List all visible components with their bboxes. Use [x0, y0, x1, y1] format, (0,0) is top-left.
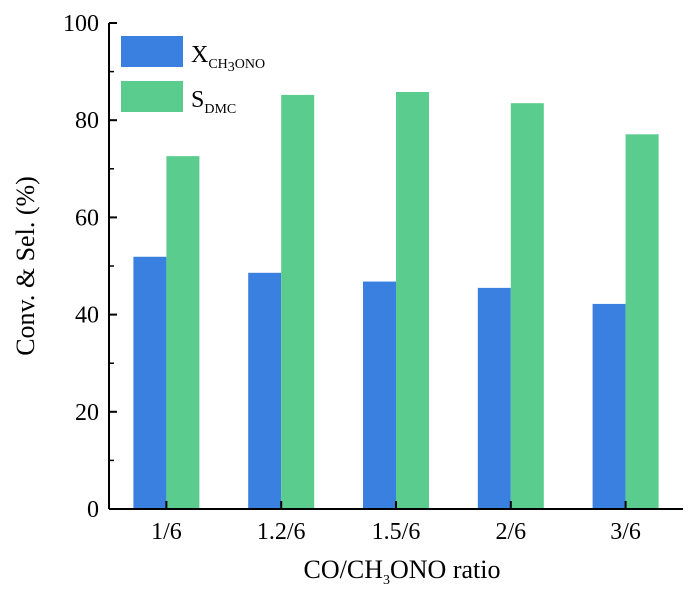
y-tick-label: 80	[75, 108, 99, 134]
bar-s-4	[625, 134, 659, 509]
x-tick-label: 1/6	[151, 519, 182, 545]
legend-label-x: XCH3ONO	[191, 42, 265, 75]
x-tick-label: 3/6	[610, 519, 641, 545]
y-tick-label: 40	[75, 303, 99, 329]
y-tick-label: 100	[63, 11, 99, 37]
bars-layer	[133, 92, 659, 510]
ticks-layer: 1/6 1.2/6 1.5/6 2/6 3/6 0 20 40 60 80 100	[63, 11, 641, 545]
x-axis-title-post: ONO ratio	[390, 555, 500, 584]
y-axis-title: Conv. & Sel. (%)	[11, 176, 40, 356]
bar-s-3	[510, 103, 544, 509]
bar-s-0	[166, 156, 200, 509]
x-tick-label: 1.2/6	[257, 519, 306, 545]
bar-s-1	[281, 94, 315, 509]
legend-label-s: SDMC	[191, 87, 236, 117]
y-tick-label: 0	[87, 497, 99, 523]
bar-x-0	[133, 256, 167, 509]
legend: XCH3ONO SDMC	[121, 36, 265, 117]
y-tick-label: 60	[75, 205, 99, 231]
bar-s-2	[396, 92, 429, 510]
legend-swatch-x	[121, 36, 183, 67]
bar-x-4	[592, 303, 626, 509]
x-tick-label: 1.5/6	[372, 519, 421, 545]
x-tick-label: 2/6	[495, 519, 526, 545]
x-axis-title-pre: CO/CH	[304, 555, 384, 584]
legend-swatch-s	[121, 81, 183, 112]
x-axis-title-sub: 3	[383, 573, 390, 585]
x-axis-title: CO/CH3ONO ratio	[304, 555, 501, 585]
y-tick-label: 20	[75, 400, 99, 426]
bar-x-2	[363, 281, 396, 509]
bar-x-3	[477, 287, 511, 509]
bar-x-1	[248, 272, 282, 509]
